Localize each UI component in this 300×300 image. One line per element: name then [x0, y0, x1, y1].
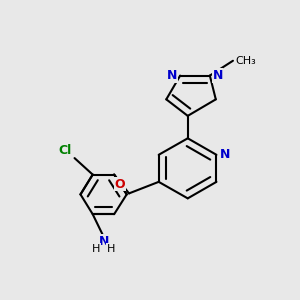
Text: O: O: [114, 178, 125, 191]
Text: N: N: [98, 235, 109, 248]
Text: N: N: [220, 148, 230, 161]
Text: N: N: [167, 69, 178, 82]
Text: N: N: [212, 69, 223, 82]
Text: CH₃: CH₃: [236, 56, 256, 66]
Text: H: H: [107, 244, 115, 254]
Text: Cl: Cl: [59, 144, 72, 157]
Text: H: H: [92, 244, 100, 254]
